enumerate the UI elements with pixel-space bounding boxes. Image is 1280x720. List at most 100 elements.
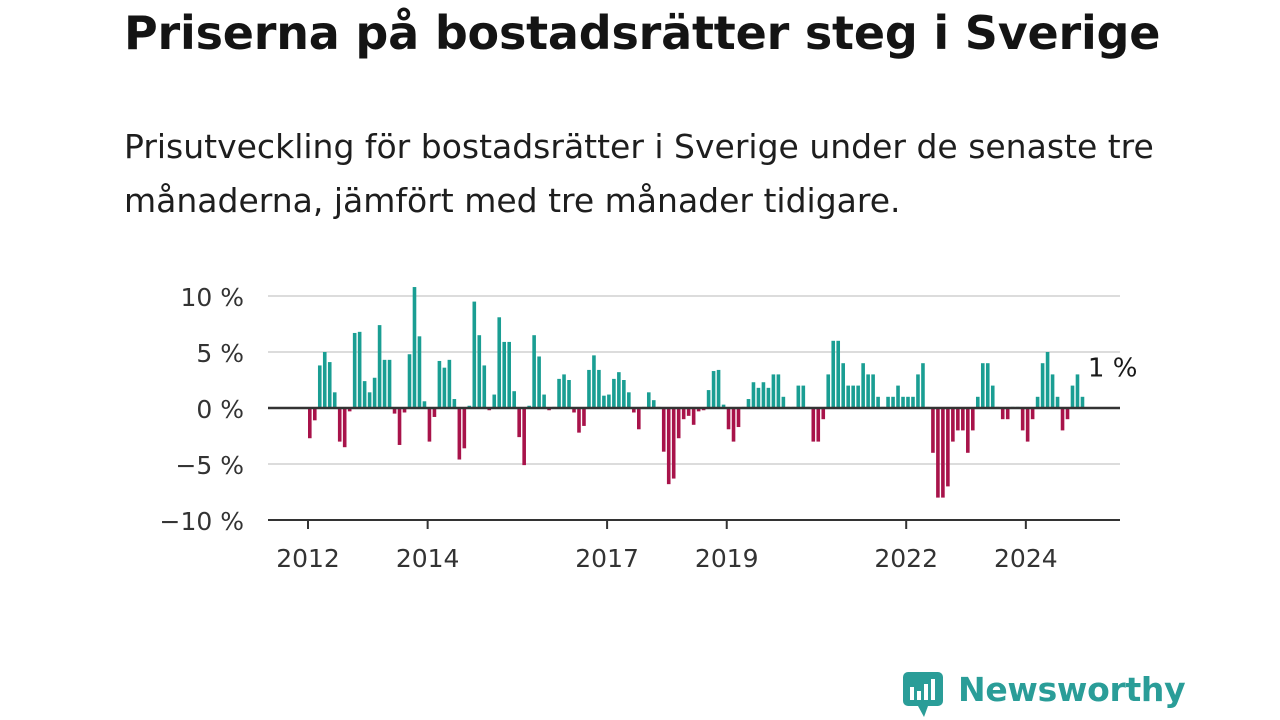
bar: [985, 363, 990, 408]
bar: [961, 408, 965, 431]
bar: [612, 378, 616, 408]
bar: [457, 408, 462, 460]
bar: [1030, 408, 1035, 420]
bar: [841, 363, 845, 408]
newsworthy-chart-icon: [903, 672, 943, 717]
bar: [372, 377, 377, 408]
x-tick-label: 2014: [396, 544, 460, 573]
bar: [342, 408, 347, 448]
bar: [1000, 408, 1005, 420]
bar: [607, 394, 611, 408]
bar: [362, 381, 367, 408]
bar: [931, 408, 935, 453]
bar: [721, 404, 726, 408]
brand-name: Newsworthy: [958, 670, 1186, 709]
bar: [731, 408, 736, 442]
bar: [861, 363, 865, 408]
bar: [846, 385, 850, 408]
bar: [1005, 408, 1010, 420]
bar: [377, 325, 382, 408]
bar: [751, 382, 756, 408]
bar: [706, 390, 711, 408]
bar: [856, 385, 860, 408]
bar: [851, 385, 855, 408]
bar: [587, 369, 591, 408]
bar: [971, 408, 975, 431]
bar: [637, 408, 641, 430]
bar: [661, 408, 666, 452]
bar: [432, 408, 437, 417]
bar: [831, 340, 836, 408]
bar: [801, 385, 806, 408]
chart-title: Priserna på bostadsrätter steg i Sverige: [124, 6, 1161, 60]
bar: [422, 401, 427, 408]
bar: [592, 355, 596, 408]
bar: [602, 395, 606, 408]
bar: [537, 356, 541, 408]
bar: [1070, 385, 1075, 408]
bar: [681, 408, 686, 420]
bar: [951, 408, 955, 442]
bar: [402, 408, 407, 413]
bar: [417, 336, 422, 408]
bar: [1025, 408, 1030, 442]
bar: [562, 374, 566, 408]
y-tick-label: −5 %: [175, 451, 244, 480]
y-tick-label: −10 %: [160, 507, 244, 536]
bar: [532, 335, 536, 408]
bar: [756, 387, 761, 408]
last-value-annotation: 1 %: [1088, 353, 1138, 383]
bar: [911, 396, 915, 408]
bar: [1050, 374, 1055, 408]
bar: [696, 408, 701, 412]
bar: [622, 380, 626, 408]
bar: [746, 399, 751, 408]
bar: [796, 385, 801, 408]
bar-chart: 10 % 5 % 0 % −5 % −10 % 2012 2014 2017 2019 2022 2…: [160, 283, 1138, 573]
bar: [382, 359, 387, 408]
label-layer: 10 % 5 % 0 % −5 % −10 % 2012 2014 2017 2019 2022 2…: [160, 283, 1138, 573]
y-tick-label: 5 %: [196, 339, 244, 368]
bar: [437, 360, 442, 408]
axis-layer: [268, 406, 1120, 529]
bar: [582, 408, 586, 426]
bar: [502, 341, 507, 408]
bar: [826, 374, 831, 408]
x-tick-label: 2024: [994, 544, 1058, 573]
bar: [427, 408, 432, 442]
bar: [871, 374, 875, 408]
bar: [327, 362, 332, 408]
bar: [542, 394, 546, 408]
bar: [886, 396, 890, 408]
bar: [821, 408, 826, 420]
x-tick-label: 2019: [695, 544, 759, 573]
bar: [1040, 363, 1045, 408]
bar: [617, 372, 621, 408]
bar: [1060, 408, 1065, 431]
bar: [462, 408, 467, 449]
bar: [726, 408, 731, 430]
bar: [392, 408, 397, 414]
bar: [891, 396, 895, 408]
grid-layer: [268, 295, 1120, 465]
bar: [936, 408, 940, 498]
bar: [452, 399, 457, 408]
bar: [627, 392, 631, 408]
bar: [477, 335, 482, 408]
bar: [876, 396, 880, 408]
y-tick-label: 10 %: [180, 283, 244, 312]
bar: [312, 408, 317, 421]
bar: [781, 396, 786, 408]
x-tick-label: 2022: [874, 544, 938, 573]
bar: [716, 369, 721, 408]
bar: [557, 378, 561, 408]
bar: [766, 387, 771, 408]
bar: [676, 408, 681, 439]
bar: [896, 385, 900, 408]
bar: [412, 287, 417, 408]
bar: [1035, 396, 1040, 408]
bar: [472, 301, 477, 408]
bar: [482, 365, 487, 408]
bar: [866, 374, 870, 408]
bar: [572, 408, 576, 413]
